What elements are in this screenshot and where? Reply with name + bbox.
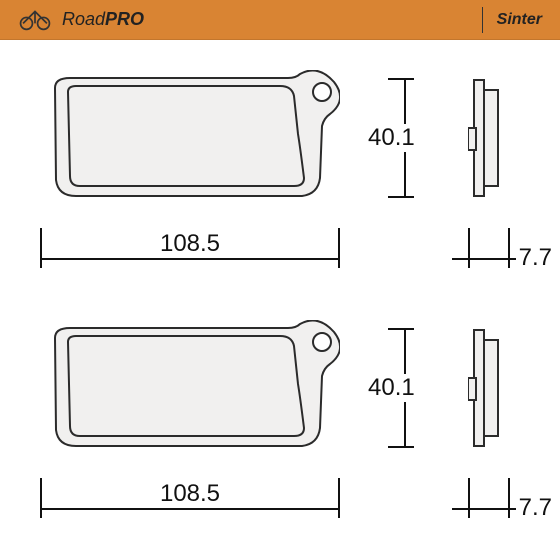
dimension-width-value-2: 108.5 xyxy=(40,480,340,508)
brake-pad-face-2 xyxy=(40,320,340,460)
brand-title-light: Road xyxy=(62,9,105,29)
header-divider xyxy=(482,7,483,33)
brand-group: RoadPRO xyxy=(18,8,144,32)
dim-tick xyxy=(468,478,470,518)
dim-tick xyxy=(508,228,510,268)
dim-tick xyxy=(468,228,470,268)
dimension-width-2: 108.5 xyxy=(40,478,340,518)
diagram-area: 40.1 108.5 7.7 xyxy=(0,40,560,560)
dimension-thickness-1: 7.7 xyxy=(452,228,552,268)
brake-pad-side-1 xyxy=(468,78,508,198)
dimension-height-2: 40.1 xyxy=(370,328,450,448)
dim-tick xyxy=(388,196,414,198)
dim-line xyxy=(452,508,516,510)
brand-title: RoadPRO xyxy=(62,9,144,30)
dim-line xyxy=(40,508,340,510)
dimension-width-value-1: 108.5 xyxy=(40,230,340,258)
dimension-thickness-value-1: 7.7 xyxy=(519,244,552,272)
dim-line xyxy=(40,258,340,260)
dimension-height-value-1: 40.1 xyxy=(364,124,419,152)
brand-logo-icon xyxy=(18,8,52,32)
dimension-thickness-value-2: 7.7 xyxy=(519,494,552,522)
dimension-thickness-2: 7.7 xyxy=(452,478,552,518)
header-right-label: Sinter xyxy=(497,11,542,29)
header-bar: RoadPRO Sinter xyxy=(0,0,560,40)
dim-tick xyxy=(508,478,510,518)
brake-pad-face-1 xyxy=(40,70,340,210)
dimension-height-value-2: 40.1 xyxy=(364,374,419,402)
brand-title-bold: PRO xyxy=(105,9,144,29)
dim-tick xyxy=(388,328,414,330)
dimension-width-1: 108.5 xyxy=(40,228,340,268)
brake-pad-side-2 xyxy=(468,328,508,448)
dim-tick xyxy=(388,446,414,448)
dim-line xyxy=(452,258,516,260)
dim-tick xyxy=(388,78,414,80)
dimension-height-1: 40.1 xyxy=(370,78,450,198)
